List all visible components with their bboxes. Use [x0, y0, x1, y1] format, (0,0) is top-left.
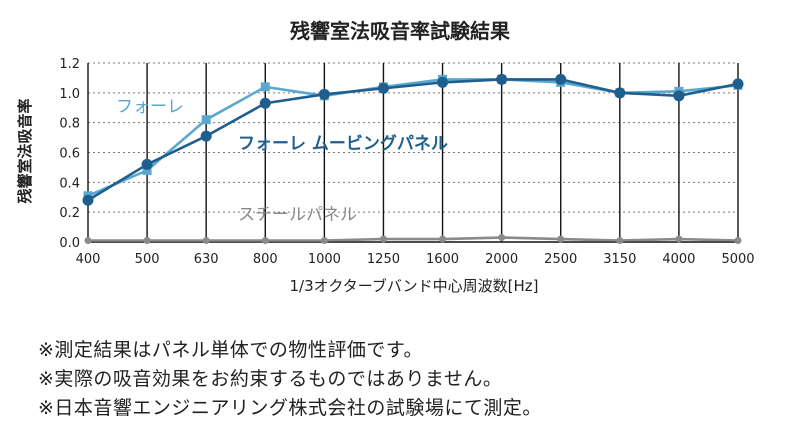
chart-title: 残響室法吸音率試験結果: [290, 19, 510, 43]
data-point: [555, 73, 567, 85]
data-point: [498, 234, 506, 242]
data-point: [260, 82, 270, 92]
x-tick-label: 3150: [603, 252, 636, 267]
data-point: [82, 194, 94, 206]
data-point: [318, 88, 330, 100]
x-tick-label: 1600: [426, 252, 459, 267]
note-item: ※測定結果はパネル単体での物性評価です。: [38, 339, 424, 361]
data-point: [142, 165, 152, 175]
x-tick-label: 2500: [544, 252, 577, 267]
x-tick-label: 400: [76, 252, 101, 267]
y-axis-label: 残響室法吸音率: [16, 98, 34, 203]
data-point: [259, 97, 271, 109]
data-point: [379, 235, 387, 243]
x-tick-label: 800: [253, 252, 278, 267]
series-label: スチールパネル: [238, 205, 357, 225]
x-tick-label: 2000: [485, 252, 518, 267]
data-point: [732, 78, 744, 90]
x-tick-label: 4000: [662, 252, 695, 267]
x-tick-label: 5000: [721, 252, 754, 267]
x-tick-label: 1000: [308, 252, 341, 267]
series-label: フォーレ ムービングパネル: [238, 133, 448, 154]
data-point: [84, 237, 92, 245]
data-point: [261, 237, 269, 245]
y-tick-label: 0.4: [59, 176, 80, 191]
y-tick-label: 0.2: [59, 206, 80, 221]
series-layer: [82, 73, 744, 245]
x-tick-label: 500: [135, 252, 160, 267]
data-point: [201, 115, 211, 125]
data-point: [675, 235, 683, 243]
data-point: [614, 87, 626, 99]
x-axis-label: 1/3オクターブバンド中心周波数[Hz]: [290, 277, 539, 295]
data-point: [734, 237, 742, 245]
data-point: [673, 90, 685, 102]
x-tick-label: 630: [194, 252, 219, 267]
y-tick-label: 0.8: [59, 117, 80, 132]
data-point: [320, 237, 328, 245]
series-label: フォーレ: [116, 97, 184, 117]
series-line: [87, 78, 739, 202]
axes: 0.0 0.2 0.4 0.6 0.8 1.0 1.2 400 500 630 800 1000 125…: [59, 57, 754, 267]
notes-list: ※測定結果はパネル単体での物性評価です。 ※実際の吸音効果をお約束するものではあ…: [38, 336, 542, 423]
x-tick-label: 1250: [367, 252, 400, 267]
note-item: ※日本音響エンジニアリング株式会社の試験場にて測定。: [38, 397, 542, 419]
data-point: [377, 82, 389, 94]
absorption-chart: 残響室法吸音率試験結果 0.0 0.2 0.4 0.6 0.8 1.0 1.2 400 500 6…: [16, 19, 755, 295]
data-point: [439, 235, 447, 243]
y-tick-label: 0.6: [59, 147, 80, 162]
data-point: [202, 237, 210, 245]
data-point: [141, 158, 153, 170]
data-point: [143, 237, 151, 245]
data-point: [437, 76, 449, 88]
series-line: [88, 236, 739, 242]
y-tick-label: 1.2: [59, 57, 80, 72]
note-item: ※実際の吸音効果をお約束するものではありません。: [38, 368, 503, 390]
y-tick-label: 1.0: [59, 87, 80, 102]
y-tick-label: 0.0: [59, 236, 80, 251]
data-point: [496, 73, 508, 85]
data-point: [200, 130, 212, 142]
data-point: [616, 237, 624, 245]
data-point: [557, 235, 565, 243]
